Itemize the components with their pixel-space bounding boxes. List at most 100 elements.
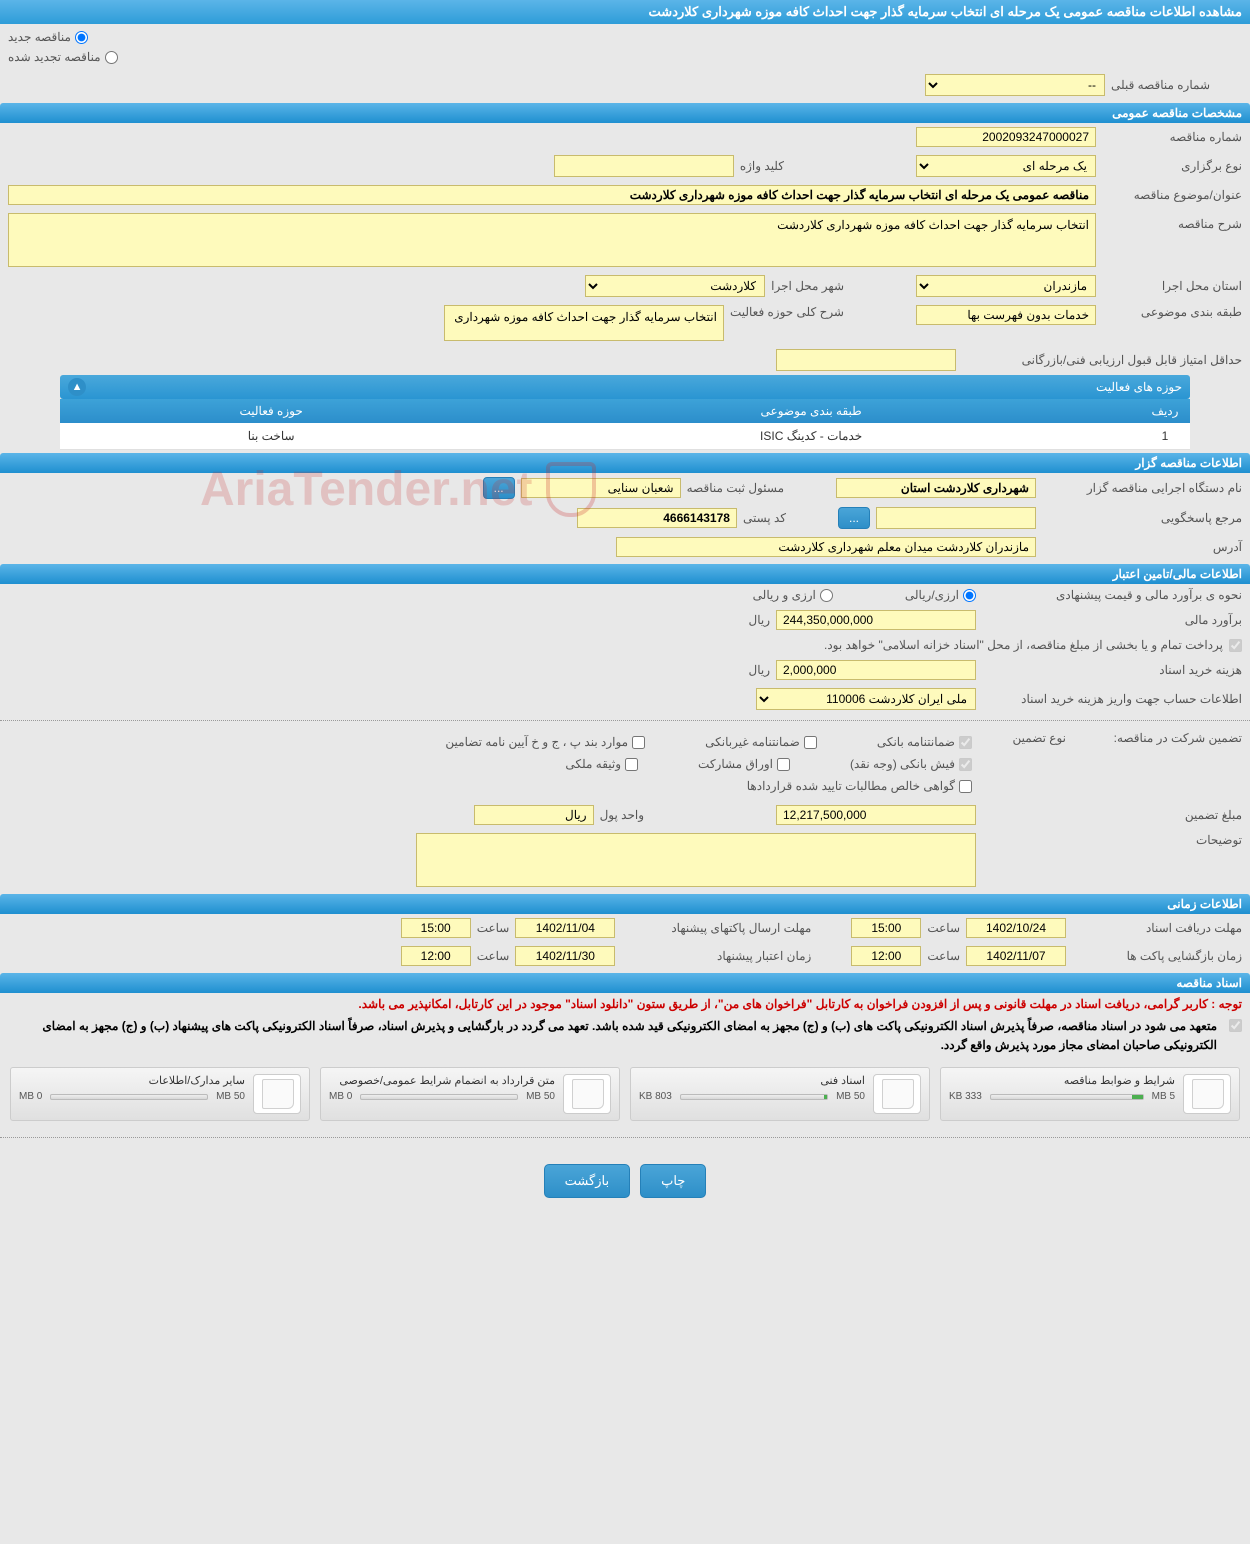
doc-max: 50 MB [836, 1091, 865, 1102]
send-time: 15:00 [401, 918, 471, 938]
doc-card[interactable]: سایر مدارک/اطلاعات50 MB0 MB [10, 1067, 310, 1121]
chk-fish-label: فیش بانکی (وجه نقد) [850, 757, 955, 771]
doc-fee-label: هزینه خرید اسناد [982, 663, 1242, 677]
notes-label: توضیحات [982, 833, 1242, 847]
time-lbl-3: ساعت [927, 949, 960, 963]
est-value: 244,350,000,000 [776, 610, 976, 630]
guarantee-type-label: نوع تضمین [986, 731, 1066, 745]
chk-bondbph[interactable] [632, 736, 645, 749]
class-label: طبقه بندی موضوعی [1102, 305, 1242, 319]
valid-time: 12:00 [401, 946, 471, 966]
doc-progress-bar [50, 1094, 208, 1100]
back-button[interactable]: بازگشت [544, 1164, 630, 1198]
desc-label: شرح مناقصه [1102, 213, 1242, 231]
time-lbl-2: ساعت [477, 921, 510, 935]
folder-icon [253, 1074, 301, 1114]
radio-rial-label: ارزی/ریالی [905, 588, 959, 602]
est-type-label: نحوه ی برآورد مالی و قیمت پیشنهادی [982, 588, 1242, 602]
unit-value: ریال [474, 805, 594, 825]
doc-card[interactable]: متن قرارداد به انضمام شرایط عمومی/خصوصی5… [320, 1067, 620, 1121]
open-label: زمان بازگشایی پاکت ها [1072, 949, 1242, 963]
radio-new-tender[interactable] [75, 31, 88, 44]
number-label: شماره مناقصه [1102, 130, 1242, 144]
radio-both[interactable] [820, 589, 833, 602]
doc-title: شرایط و ضوابط مناقصه [949, 1074, 1175, 1087]
doc-size: 0 MB [329, 1091, 352, 1102]
feedback-input[interactable] [876, 507, 1036, 529]
feedback-more-button[interactable]: ... [838, 507, 870, 529]
time-lbl-1: ساعت [927, 921, 960, 935]
cell-scope: ساخت بنا [60, 423, 482, 450]
chk-nonbank[interactable] [804, 736, 817, 749]
feedback-label: مرجع پاسخگویی [1042, 511, 1242, 525]
receive-date: 1402/10/24 [966, 918, 1066, 938]
docs-notice-red: توجه : کاربر گرامی، دریافت اسناد در مهلت… [0, 993, 1250, 1015]
doc-progress-bar [990, 1094, 1144, 1100]
prev-number-select[interactable]: -- [925, 74, 1105, 96]
open-time: 12:00 [851, 946, 921, 966]
activity-table: ردیف طبقه بندی موضوعی حوزه فعالیت 1 خدما… [60, 399, 1190, 450]
section-activity-header: حوزه های فعالیت ▲ [60, 375, 1190, 399]
subject-label: عنوان/موضوع مناقصه [1102, 188, 1242, 202]
minscore-input[interactable] [776, 349, 956, 371]
type-select[interactable]: یک مرحله ای [916, 155, 1096, 177]
print-button[interactable]: چاپ [640, 1164, 706, 1198]
org-value: شهرداری کلاردشت استان [836, 478, 1036, 498]
doc-fee-value: 2,000,000 [776, 660, 976, 680]
docs-grid: شرایط و ضوابط مناقصه5 MB333 KB اسناد فنی 5… [0, 1057, 1250, 1131]
chk-stock[interactable] [777, 758, 790, 771]
chk-govahi[interactable] [959, 780, 972, 793]
postal-label: کد پستی [743, 511, 786, 525]
keyword-input[interactable] [554, 155, 734, 177]
province-select[interactable]: مازندران [916, 275, 1096, 297]
doc-card[interactable]: شرایط و ضوابط مناقصه5 MB333 KB [940, 1067, 1240, 1121]
acct-select[interactable]: ملی ایران کلاردشت 110006 [756, 688, 976, 710]
acct-label: اطلاعات حساب جهت واریز هزینه خرید اسناد [982, 692, 1242, 706]
send-date: 1402/11/04 [515, 918, 615, 938]
doc-size: 0 MB [19, 1091, 42, 1102]
address-label: آدرس [1042, 540, 1242, 554]
chk-vasigheh-label: وثیقه ملکی [565, 757, 621, 771]
chk-vasigheh[interactable] [625, 758, 638, 771]
chk-govahi-label: گواهی خالص مطالبات تایید شده قراردادها [747, 779, 955, 793]
activity-header-text: حوزه های فعالیت [1096, 380, 1182, 394]
doc-max: 50 MB [216, 1091, 245, 1102]
doc-max: 50 MB [526, 1091, 555, 1102]
folder-icon [563, 1074, 611, 1114]
collapse-icon[interactable]: ▲ [68, 378, 86, 396]
keyword-label: کلید واژه [740, 159, 784, 173]
table-row: 1 خدمات - کدینگ ISIC ساخت بنا [60, 423, 1190, 450]
doc-title: اسناد فنی [639, 1074, 865, 1087]
chk-bondbph-label: موارد بند پ ، ج و خ آیین نامه تضامین [445, 735, 628, 749]
valid-date: 1402/11/30 [515, 946, 615, 966]
subject-value: مناقصه عمومی یک مرحله ای انتخاب سرمایه گ… [8, 185, 1096, 205]
cell-class: خدمات - کدینگ ISIC [482, 423, 1140, 450]
type-label: نوع برگزاری [1102, 159, 1242, 173]
city-select[interactable]: کلاردشت [585, 275, 765, 297]
guarantee-label: تضمین شرکت در مناقصه: [1072, 731, 1242, 745]
chk-stock-label: اوراق مشارکت [698, 757, 773, 771]
folder-icon [873, 1074, 921, 1114]
section-general-header: مشخصات مناقصه عمومی [0, 103, 1250, 123]
section-time-header: اطلاعات زمانی [0, 894, 1250, 914]
radio-rial[interactable] [963, 589, 976, 602]
doc-progress-bar [680, 1094, 828, 1100]
treasury-note: پرداخت تمام و یا بخشی از مبلغ مناقصه، از… [824, 638, 1223, 652]
docs-confirm-checkbox [1229, 1019, 1242, 1032]
class-value: خدمات بدون فهرست بها [916, 305, 1096, 325]
number-value: 2002093247000027 [916, 127, 1096, 147]
radio-renew-label: مناقصه تجدید شده [8, 50, 101, 64]
th-class: طبقه بندی موضوعی [482, 399, 1140, 423]
amount-value: 12,217,500,000 [776, 805, 976, 825]
resp-more-button[interactable]: ... [483, 477, 515, 499]
action-buttons: چاپ بازگشت [0, 1144, 1250, 1218]
resp-value: شعبان سنایی [521, 478, 681, 498]
city-label: شهر محل اجرا [771, 279, 844, 293]
doc-fee-unit: ریال [748, 663, 770, 677]
amount-label: مبلغ تضمین [982, 808, 1242, 822]
doc-card[interactable]: اسناد فنی50 MB803 KB [630, 1067, 930, 1121]
radio-renew-tender[interactable] [105, 51, 118, 64]
receive-label: مهلت دریافت اسناد [1072, 921, 1242, 935]
chk-bank [959, 736, 972, 749]
section-docs-header: اسناد مناقصه [0, 973, 1250, 993]
